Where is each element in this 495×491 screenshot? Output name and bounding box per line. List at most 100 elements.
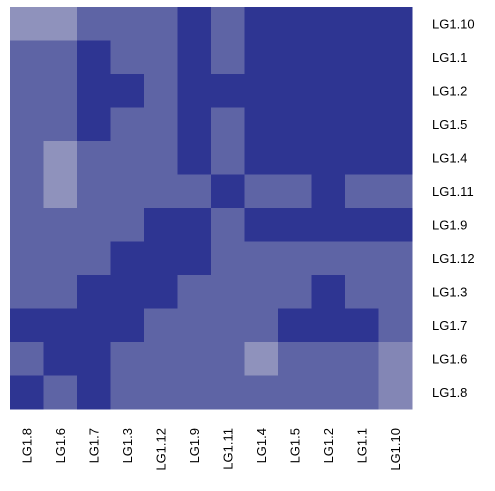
heatmap-cell <box>345 74 379 108</box>
heatmap-cell <box>43 241 78 276</box>
heatmap-cell <box>278 40 312 75</box>
heatmap-cell <box>110 174 145 209</box>
column-label: LG1.2 <box>321 428 336 463</box>
heatmap-cell <box>244 375 279 410</box>
heatmap-cell <box>278 308 312 343</box>
heatmap-cell <box>244 308 279 343</box>
heatmap-cell <box>177 107 212 142</box>
heatmap-cell <box>244 7 279 41</box>
heatmap-cell <box>345 342 379 376</box>
heatmap-cell <box>77 208 111 242</box>
heatmap-cell <box>77 74 111 108</box>
heatmap-cell <box>43 308 78 343</box>
column-label: LG1.9 <box>187 428 202 463</box>
heatmap-cell <box>10 241 44 276</box>
heatmap-cell <box>311 174 346 209</box>
heatmap-cell <box>43 208 78 242</box>
heatmap-cell <box>278 275 312 309</box>
heatmap-cell <box>378 375 413 410</box>
heatmap-cell <box>244 241 279 276</box>
heatmap-cell <box>311 375 346 410</box>
heatmap-cell <box>10 7 44 41</box>
heatmap-cell <box>77 174 111 209</box>
heatmap-cell <box>77 308 111 343</box>
heatmap-cell <box>244 174 279 209</box>
heatmap-cell <box>144 174 178 209</box>
heatmap-cell <box>345 208 379 242</box>
heatmap-cell <box>311 241 346 276</box>
row-label: LG1.1 <box>432 50 467 65</box>
heatmap-cell <box>278 174 312 209</box>
heatmap-cell <box>10 308 44 343</box>
heatmap-cell <box>144 241 178 276</box>
row-label: LG1.9 <box>432 217 467 232</box>
heatmap-cell <box>211 74 245 108</box>
heatmap-cell <box>144 141 178 175</box>
heatmap-cells <box>10 7 413 410</box>
heatmap-cell <box>211 208 245 242</box>
heatmap-cell <box>278 141 312 175</box>
column-labels: LG1.8 LG1.6 LG1.7 LG1.3 LG1.12 LG1.9 LG1.11 LG1… <box>19 428 403 471</box>
heatmap-cell <box>211 241 245 276</box>
heatmap-cell <box>177 174 212 209</box>
heatmap-cell <box>278 375 312 410</box>
heatmap-cell <box>77 241 111 276</box>
heatmap-cell <box>144 375 178 410</box>
heatmap-cell <box>110 40 145 75</box>
column-label: LG1.10 <box>388 428 403 471</box>
heatmap-cell <box>177 275 212 309</box>
heatmap-cell <box>244 208 279 242</box>
heatmap-cell <box>177 241 212 276</box>
column-label: LG1.6 <box>53 428 68 463</box>
heatmap-cell <box>43 375 78 410</box>
heatmap-cell <box>378 7 413 41</box>
heatmap-cell <box>77 107 111 142</box>
heatmap-cell <box>110 375 145 410</box>
heatmap-cell <box>177 208 212 242</box>
heatmap-cell <box>278 241 312 276</box>
heatmap-cell <box>378 107 413 142</box>
heatmap-cell <box>378 174 413 209</box>
heatmap-cell <box>345 241 379 276</box>
row-labels: LG1.10 LG1.1 LG1.2 LG1.5 LG1.4 LG1.11 LG1.9 LG1… <box>432 16 475 400</box>
heatmap-cell <box>10 141 44 175</box>
row-label: LG1.11 <box>432 184 474 199</box>
heatmap-cell <box>244 141 279 175</box>
row-label: LG1.4 <box>432 150 467 165</box>
heatmap-cell <box>10 40 44 75</box>
row-label: LG1.2 <box>432 83 467 98</box>
heatmap-cell <box>311 141 346 175</box>
heatmap-cell <box>311 308 346 343</box>
heatmap-cell <box>311 74 346 108</box>
heatmap-cell <box>211 141 245 175</box>
heatmap-cell <box>110 107 145 142</box>
row-label: LG1.6 <box>432 351 467 366</box>
row-label: LG1.12 <box>432 251 475 266</box>
heatmap-cell <box>43 107 78 142</box>
heatmap-cell <box>10 107 44 142</box>
heatmap-cell <box>177 74 212 108</box>
column-label: LG1.1 <box>354 428 369 463</box>
heatmap-cell <box>10 275 44 309</box>
row-label: LG1.5 <box>432 117 467 132</box>
heatmap-cell <box>345 107 379 142</box>
heatmap-cell <box>278 7 312 41</box>
heatmap-cell <box>311 40 346 75</box>
heatmap-cell <box>311 208 346 242</box>
heatmap-cell <box>378 40 413 75</box>
heatmap-cell <box>110 308 145 343</box>
heatmap-cell <box>244 275 279 309</box>
heatmap-cell <box>110 208 145 242</box>
heatmap-cell <box>378 74 413 108</box>
heatmap-cell <box>278 107 312 142</box>
heatmap-cell <box>144 74 178 108</box>
heatmap-cell <box>378 308 413 343</box>
heatmap-cell <box>177 375 212 410</box>
heatmap-cell <box>144 107 178 142</box>
heatmap-cell <box>345 7 379 41</box>
column-label: LG1.5 <box>287 428 302 463</box>
column-label: LG1.8 <box>19 428 34 463</box>
heatmap-cell <box>43 141 78 175</box>
heatmap-cell <box>10 208 44 242</box>
heatmap-cell <box>177 342 212 376</box>
